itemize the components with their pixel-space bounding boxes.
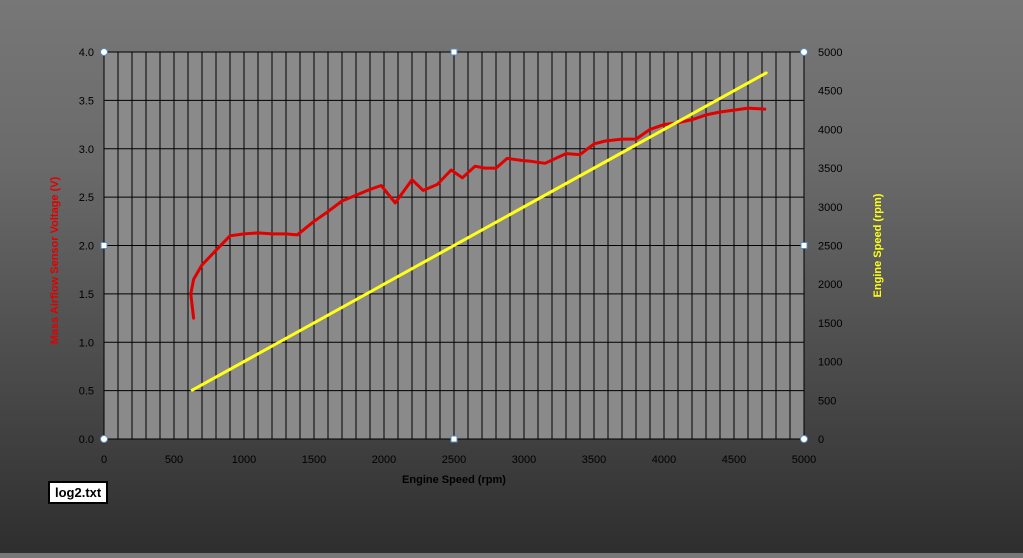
resize-handle <box>450 435 458 443</box>
resize-handle <box>800 48 808 56</box>
x-tick-label: 0 <box>101 454 107 466</box>
resize-handle <box>800 242 808 249</box>
y-right-tick-label: 5000 <box>818 47 842 59</box>
x-tick-label: 4000 <box>652 454 676 466</box>
y-right-tick-label: 0 <box>818 434 824 446</box>
y-left-tick-label: 0.0 <box>79 434 94 446</box>
plot-area-handles <box>100 48 808 443</box>
y-left-tick-label: 1.0 <box>79 337 94 349</box>
y-right-tick-label: 4000 <box>818 124 842 136</box>
x-tick-label: 500 <box>165 454 183 466</box>
y-right-tick-label: 2500 <box>818 241 842 253</box>
series-lines <box>189 71 768 392</box>
resize-handle <box>100 48 108 56</box>
x-tick-label: 1000 <box>232 454 256 466</box>
x-tick-label: 3500 <box>582 454 606 466</box>
resize-handle <box>800 435 808 443</box>
y-left-tick-label: 2.5 <box>79 192 94 204</box>
file-name-label: log2.txt <box>48 481 109 504</box>
x-axis-title: Engine Speed (rpm) <box>402 474 506 486</box>
y-left-tick-label: 2.0 <box>79 241 94 253</box>
y-right-tick-label: 3500 <box>818 163 842 175</box>
y-left-tick-label: 1.5 <box>79 289 94 301</box>
y-right-tick-label: 4500 <box>818 86 842 98</box>
y-right-tick-label: 1000 <box>818 357 842 369</box>
y-right-axis-title: Engine Speed (rpm) <box>872 193 884 297</box>
y-left-tick-label: 3.5 <box>79 95 94 107</box>
y-left-axis-title: Mass Airflow Sensor Voltage (V) <box>49 176 61 344</box>
x-tick-label: 5000 <box>792 454 816 466</box>
x-tick-label: 4500 <box>722 454 746 466</box>
resize-handle <box>100 242 108 249</box>
grid-lines <box>103 51 805 440</box>
resize-handle <box>450 48 458 56</box>
y-right-tick-label: 1500 <box>818 318 842 330</box>
y-left-tick-label: 4.0 <box>79 47 94 59</box>
y-right-tick-label: 3000 <box>818 202 842 214</box>
x-tick-label: 2500 <box>442 454 466 466</box>
x-tick-label: 2000 <box>372 454 396 466</box>
x-tick-label: 1500 <box>302 454 326 466</box>
resize-handle <box>100 435 108 443</box>
y-right-tick-label: 500 <box>818 395 836 407</box>
engine-speed-series-line <box>190 71 768 392</box>
y-left-tick-label: 3.0 <box>79 144 94 156</box>
y-right-tick-label: 2000 <box>818 279 842 291</box>
tick-labels: 0 500 1000 1500 2000 2500 3000 3500 4000 4500 5000… <box>79 47 843 466</box>
x-tick-label: 3000 <box>512 454 536 466</box>
y-left-tick-label: 0.5 <box>79 386 94 398</box>
mass-airflow-series-line <box>189 106 767 320</box>
